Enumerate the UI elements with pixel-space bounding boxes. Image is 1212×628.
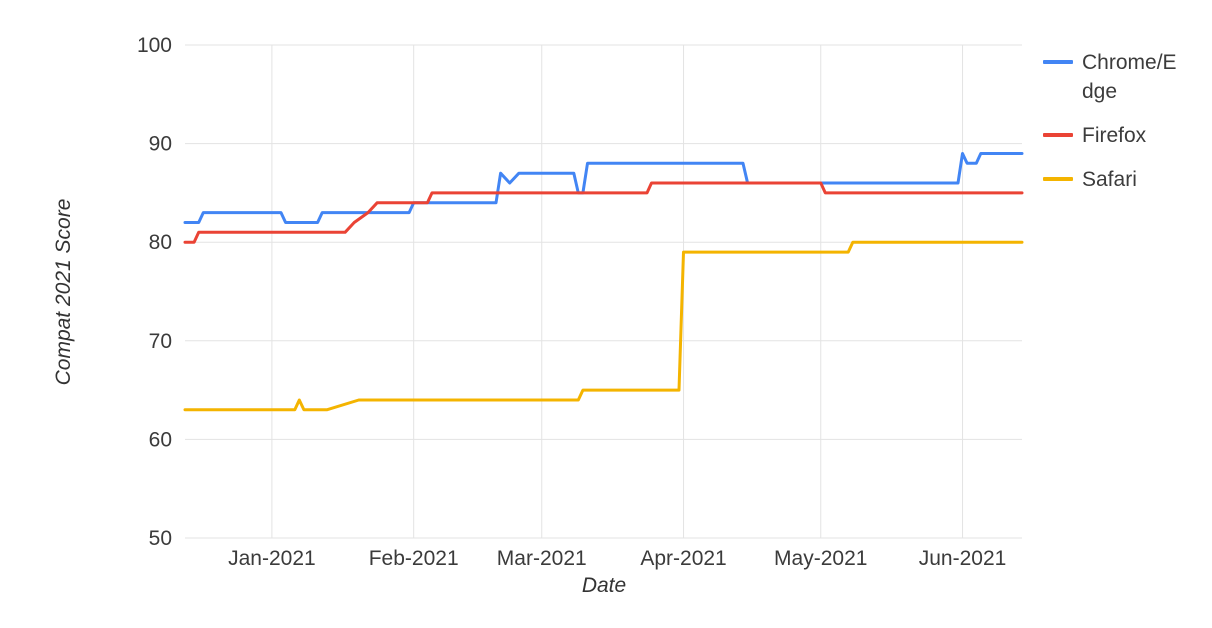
legend-label-safari: Safari [1082, 168, 1137, 191]
x-axis-title: Date [581, 574, 627, 597]
legend-item-chrome-edge: Chrome/Edge [1043, 48, 1178, 106]
y-tick-label: 100 [137, 34, 172, 57]
y-tick-label: 50 [149, 527, 172, 550]
x-tick-label: Jan-2021 [228, 547, 316, 570]
y-tick-label: 90 [149, 133, 172, 156]
x-tick-label: Feb-2021 [369, 547, 459, 570]
legend-item-firefox: Firefox [1043, 121, 1178, 150]
series-line-firefox [183, 181, 1024, 244]
y-axis-title: Compat 2021 Score [52, 198, 75, 386]
x-tick-label: Mar-2021 [497, 547, 587, 570]
legend-swatch-chrome-edge-icon [1043, 60, 1073, 64]
y-tick-label: 80 [149, 231, 172, 254]
x-tick-label: Jun-2021 [919, 547, 1007, 570]
series-line-chrome-edge [183, 152, 1024, 224]
legend-swatch-safari-icon [1043, 177, 1073, 181]
y-tick-label: 70 [149, 330, 172, 353]
x-tick-label: Apr-2021 [640, 547, 726, 570]
legend-label-firefox: Firefox [1082, 124, 1147, 147]
legend-label-chrome-edge: Chrome/Edge [1082, 51, 1177, 103]
legend: Chrome/Edge Firefox Safari [1043, 48, 1178, 194]
x-tick-label: May-2021 [774, 547, 867, 570]
legend-swatch-firefox-icon [1043, 133, 1073, 137]
series-line-safari [183, 240, 1024, 412]
y-tick-label: 60 [149, 428, 172, 451]
legend-item-safari: Safari [1043, 165, 1178, 194]
